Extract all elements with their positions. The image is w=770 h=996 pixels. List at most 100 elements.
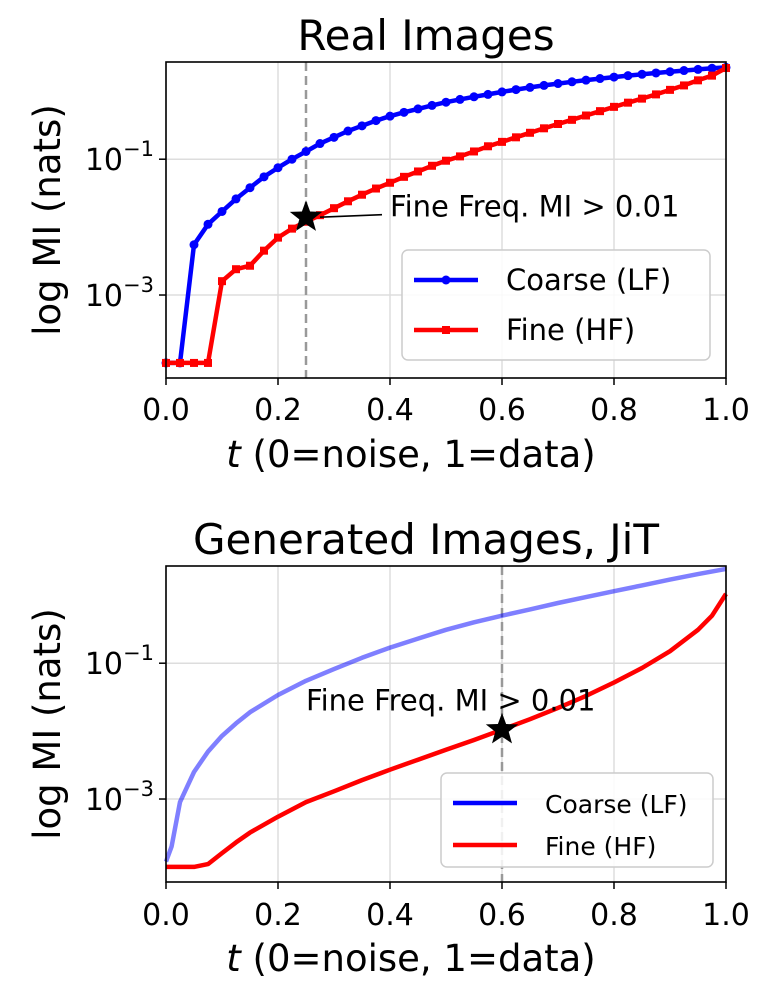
data-point: [694, 76, 702, 85]
data-point: [176, 358, 184, 367]
y-tick-base: 10: [85, 783, 123, 818]
data-point: [385, 111, 395, 121]
data-point: [554, 119, 562, 128]
x-tick-label: 0.2: [254, 898, 302, 933]
data-point: [259, 172, 269, 182]
data-point: [344, 197, 352, 206]
data-point: [190, 358, 198, 367]
data-point: [470, 147, 478, 156]
data-point: [372, 184, 380, 193]
data-point: [301, 146, 311, 156]
data-point: [553, 79, 563, 89]
data-point: [371, 116, 381, 126]
y-axis-label: log MI (nats): [26, 104, 69, 336]
legend-label: Fine (HF): [545, 832, 656, 861]
legend-label: Coarse (LF): [545, 790, 688, 819]
data-point: [623, 71, 633, 81]
data-point: [357, 121, 367, 131]
data-point: [386, 178, 394, 187]
x-tick-label: 1.0: [702, 898, 750, 933]
data-point: [273, 163, 283, 173]
data-point: [665, 67, 675, 77]
data-point: [189, 240, 199, 250]
data-point: [231, 194, 241, 204]
chart-title: Generated Images, JiT: [193, 515, 659, 564]
series-coarse: [163, 566, 727, 863]
y-tick-label: 10−1: [85, 641, 154, 682]
x-axis-description: (0=noise, 1=data): [241, 937, 596, 980]
legend-marker: [441, 275, 451, 285]
data-point: [624, 98, 632, 107]
x-axis-description: (0=noise, 1=data): [241, 433, 596, 476]
x-tick-label: 0.8: [590, 393, 638, 428]
series-line: [163, 566, 727, 863]
data-point: [680, 81, 688, 90]
data-point: [358, 190, 366, 199]
real-images-panel: Fine Freq. MI > 0.01 0.0 0.2 0.4 0.6 0.8 1.0 10…: [26, 11, 750, 476]
x-axis-label: t (0=noise, 1=data): [226, 433, 596, 476]
data-point: [512, 133, 520, 142]
data-point: [469, 92, 479, 102]
data-point: [287, 154, 297, 164]
x-tick-label: 0.0: [142, 393, 190, 428]
data-point: [707, 63, 717, 73]
x-tick-label: 0.0: [142, 898, 190, 933]
data-point: [609, 72, 619, 82]
x-tick-label: 0.6: [478, 898, 526, 933]
plot-frame: [165, 61, 727, 379]
data-point: [246, 261, 254, 270]
plot-frame: [165, 565, 727, 883]
x-tick-label: 0.2: [254, 393, 302, 428]
data-point: [581, 75, 591, 85]
data-point: [610, 102, 618, 111]
data-point: [456, 152, 464, 161]
data-point: [526, 128, 534, 137]
data-point: [595, 74, 605, 84]
data-point: [582, 111, 590, 120]
data-point: [315, 139, 325, 149]
x-axis-variable: t: [226, 433, 242, 476]
data-point: [428, 161, 436, 170]
data-point: [596, 107, 604, 116]
data-point: [651, 68, 661, 78]
legend-label: Coarse (LF): [506, 263, 671, 297]
x-tick-label: 0.8: [590, 898, 638, 933]
data-point: [274, 233, 282, 242]
data-point: [427, 100, 437, 110]
y-tick-exponent: −1: [123, 137, 154, 161]
y-tick-base: 10: [85, 279, 123, 314]
data-point: [316, 211, 324, 220]
data-point: [203, 219, 213, 229]
annotation-text: Fine Freq. MI > 0.01: [306, 684, 596, 718]
data-point: [525, 82, 535, 92]
x-axis-variable: t: [226, 937, 242, 980]
data-point: [637, 69, 647, 79]
data-point: [414, 167, 422, 176]
data-point: [568, 115, 576, 124]
chart-title: Real Images: [297, 11, 554, 60]
y-tick-label: 10−3: [85, 777, 154, 818]
data-point: [204, 358, 212, 367]
data-point: [330, 204, 338, 213]
star-marker: [289, 200, 323, 231]
data-point: [260, 246, 268, 255]
data-point: [511, 85, 521, 95]
series-fine: [166, 592, 728, 870]
data-point: [497, 87, 507, 97]
data-point: [455, 94, 465, 104]
y-tick-base: 10: [85, 143, 123, 178]
data-point: [400, 172, 408, 181]
data-point: [413, 104, 423, 114]
data-point: [666, 85, 674, 94]
x-tick-label: 0.4: [366, 393, 414, 428]
data-point: [399, 107, 409, 117]
y-tick-exponent: −1: [123, 641, 154, 665]
annotation-text: Fine Freq. MI > 0.01: [390, 190, 680, 224]
data-point: [693, 64, 703, 74]
legend-box: [401, 249, 711, 361]
data-point: [217, 206, 227, 216]
data-point: [442, 156, 450, 165]
data-point: [245, 183, 255, 193]
data-point: [343, 126, 353, 136]
generated-images-panel: Fine Freq. MI > 0.01 0.0 0.2 0.4 0.6 0.8 1.0 10…: [26, 515, 750, 980]
